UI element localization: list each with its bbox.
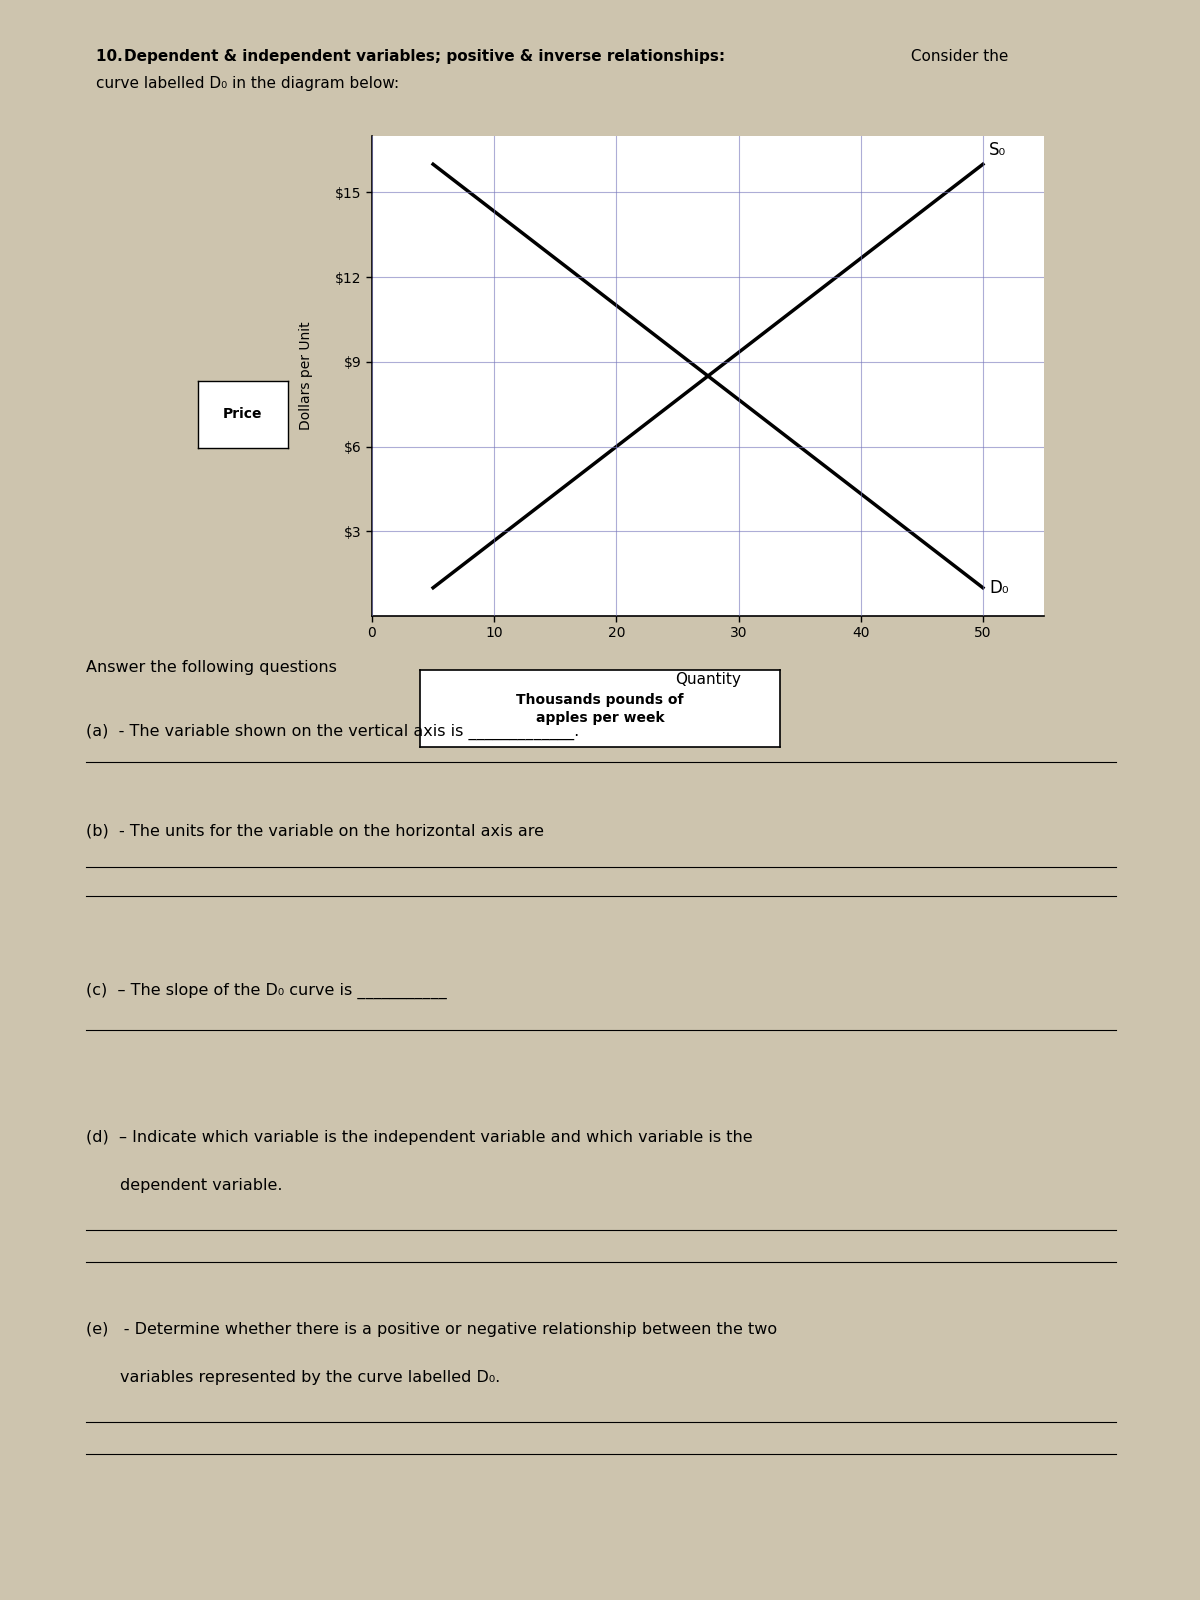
Text: (a)  - The variable shown on the vertical axis is _____________.: (a) - The variable shown on the vertical… (86, 723, 580, 741)
Text: (d)  – Indicate which variable is the independent variable and which variable is: (d) – Indicate which variable is the ind… (86, 1131, 754, 1146)
Text: 10.: 10. (96, 48, 128, 64)
Text: Consider the: Consider the (906, 48, 1008, 64)
Text: Quantity: Quantity (676, 672, 740, 686)
Text: Answer the following questions: Answer the following questions (86, 661, 337, 675)
Text: Thousands pounds of
apples per week: Thousands pounds of apples per week (516, 693, 684, 725)
Text: S₀: S₀ (989, 141, 1007, 158)
Text: (e)   - Determine whether there is a positive or negative relationship between t: (e) - Determine whether there is a posit… (86, 1322, 778, 1338)
Text: (c)  – The slope of the D₀ curve is ___________: (c) – The slope of the D₀ curve is _____… (86, 982, 448, 1000)
Text: Price: Price (223, 408, 263, 421)
Text: variables represented by the curve labelled D₀.: variables represented by the curve label… (120, 1370, 500, 1386)
Text: dependent variable.: dependent variable. (120, 1179, 282, 1194)
Text: Dollars per Unit: Dollars per Unit (299, 322, 313, 430)
Text: D₀: D₀ (989, 579, 1009, 597)
Text: Dependent & independent variables; positive & inverse relationships:: Dependent & independent variables; posit… (124, 48, 725, 64)
Text: curve labelled D₀ in the diagram below:: curve labelled D₀ in the diagram below: (96, 75, 400, 91)
Text: (b)  - The units for the variable on the horizontal axis are: (b) - The units for the variable on the … (86, 824, 545, 838)
